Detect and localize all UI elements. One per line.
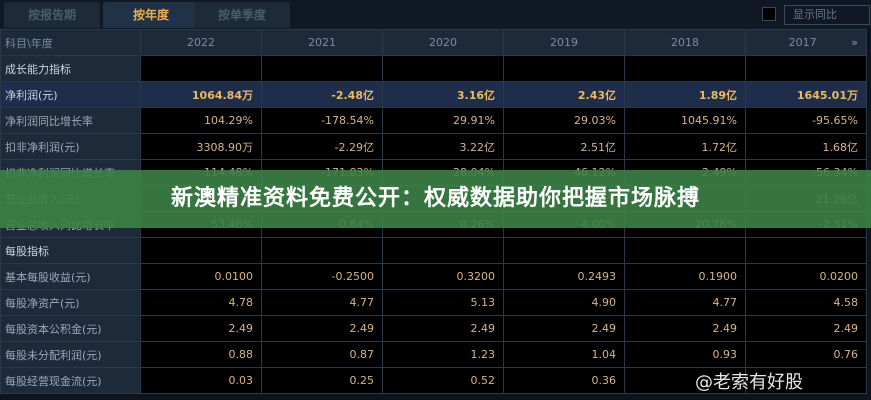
cell-value: 0.0200 <box>745 263 867 290</box>
cell-value: 4.77 <box>624 289 746 316</box>
row-label: 每股未分配利润(元) <box>0 341 141 368</box>
cell-value: 3308.90万 <box>140 133 262 160</box>
cell-value: 2.49 <box>382 315 504 342</box>
cell-value: 2.43亿 <box>503 81 625 108</box>
cell-value: -2.29亿 <box>261 133 383 160</box>
cell-value <box>140 55 262 82</box>
cell-value: 1.23 <box>382 341 504 368</box>
row-label: 净利润(元) <box>0 81 141 108</box>
cell-value: 1645.01万 <box>745 81 867 108</box>
table-row: 基本每股收益(元) 0.0100 -0.2500 0.3200 0.2493 0.1900… <box>0 263 867 290</box>
row-label: 基本每股收益(元) <box>0 263 141 290</box>
cell-value: 29.91% <box>382 107 504 134</box>
weibo-watermark: @老索有好股 <box>695 372 803 393</box>
cell-value: -0.2500 <box>261 263 383 290</box>
show-yoy-button[interactable]: 显示同比 <box>784 5 870 25</box>
tab-by-quarter[interactable]: 按单季度 <box>194 2 290 28</box>
cell-value <box>624 237 746 264</box>
cell-value: 104.29% <box>140 107 262 134</box>
row-label: 每股经营现金流(元) <box>0 367 141 394</box>
next-columns-icon[interactable]: » <box>851 36 858 49</box>
cell-value: -2.48亿 <box>261 81 383 108</box>
cell-value: 5.13 <box>382 289 504 316</box>
year-header[interactable]: 2019 <box>503 29 625 56</box>
cell-value <box>745 367 867 394</box>
cell-value: -178.54% <box>261 107 383 134</box>
cell-value: 2.49 <box>503 315 625 342</box>
year-header[interactable]: 2022 <box>140 29 262 56</box>
cell-value: 0.52 <box>382 367 504 394</box>
cell-value: 0.03 <box>140 367 262 394</box>
table-row: 成长能力指标 <box>0 55 867 82</box>
cell-value: 4.90 <box>503 289 625 316</box>
tab-by-report-period[interactable]: 按报告期 <box>4 2 100 28</box>
cell-value: 0.3200 <box>382 263 504 290</box>
cell-value: 2.49 <box>261 315 383 342</box>
cell-value: 29.03% <box>503 107 625 134</box>
cell-value: 4.58 <box>745 289 867 316</box>
row-label: 每股净资产(元) <box>0 289 141 316</box>
table-row: 扣非净利润(元) 3308.90万 -2.29亿 3.22亿 2.51亿 1.72亿 1.6… <box>0 133 867 160</box>
header-label: 科目\年度 <box>0 29 141 56</box>
cell-value: 0.88 <box>140 341 262 368</box>
yoy-checkbox[interactable] <box>762 7 776 21</box>
table-row: 每股净资产(元) 4.78 4.77 5.13 4.90 4.77 4.58 <box>0 289 867 316</box>
cell-value: 0.25 <box>261 367 383 394</box>
cell-value: 1064.84万 <box>140 81 262 108</box>
table-row: 每股指标 <box>0 237 867 264</box>
year-header[interactable]: 2020 <box>382 29 504 56</box>
year-header[interactable]: 2017» <box>745 29 867 56</box>
cell-value <box>382 237 504 264</box>
table-row: 每股未分配利润(元) 0.88 0.87 1.23 1.04 0.93 0.76 <box>0 341 867 368</box>
cell-value: -95.65% <box>745 107 867 134</box>
cell-value: 3.16亿 <box>382 81 504 108</box>
cell-value: 0.0100 <box>140 263 262 290</box>
year-header[interactable]: 2021 <box>261 29 383 56</box>
row-label: 扣非净利润(元) <box>0 133 141 160</box>
cell-value <box>261 55 383 82</box>
headline-banner: 新澳精准资料免费公开：权威数据助你把握市场脉搏 <box>0 170 871 228</box>
cell-value: 1.72亿 <box>624 133 746 160</box>
cell-value: 1045.91% <box>624 107 746 134</box>
cell-value: 2.51亿 <box>503 133 625 160</box>
row-label: 净利润同比增长率 <box>0 107 141 134</box>
cell-value: 0.1900 <box>624 263 746 290</box>
cell-value: 1.04 <box>503 341 625 368</box>
cell-value: 0.76 <box>745 341 867 368</box>
cell-value <box>140 237 262 264</box>
cell-value: 2.49 <box>745 315 867 342</box>
cell-value <box>503 237 625 264</box>
table-row: 每股资本公积金(元) 2.49 2.49 2.49 2.49 2.49 2.49 <box>0 315 867 342</box>
cell-value: 0.36 <box>503 367 625 394</box>
tab-by-year[interactable]: 按年度 <box>103 2 199 28</box>
cell-value <box>624 367 746 394</box>
cell-value: 2.49 <box>140 315 262 342</box>
table-row: 每股经营现金流(元) 0.03 0.25 0.52 0.36 <box>0 367 867 394</box>
row-label: 每股资本公积金(元) <box>0 315 141 342</box>
cell-value <box>624 55 746 82</box>
cell-value: 1.89亿 <box>624 81 746 108</box>
header-row: 科目\年度 2022 2021 2020 2019 2018 2017» <box>0 29 867 56</box>
row-label: 成长能力指标 <box>0 55 141 82</box>
cell-value: 0.2493 <box>503 263 625 290</box>
table-row: 净利润同比增长率 104.29% -178.54% 29.91% 29.03% 1045.… <box>0 107 867 134</box>
table-row: 净利润(元) 1064.84万 -2.48亿 3.16亿 2.43亿 1.89亿 1645.… <box>0 81 867 108</box>
cell-value <box>503 55 625 82</box>
cell-value: 4.78 <box>140 289 262 316</box>
cell-value: 3.22亿 <box>382 133 504 160</box>
cell-value <box>382 55 504 82</box>
cell-value: 2.49 <box>624 315 746 342</box>
tab-bar: 按报告期 按年度 按单季度 显示同比 <box>0 0 871 29</box>
year-header[interactable]: 2018 <box>624 29 746 56</box>
cell-value: 0.93 <box>624 341 746 368</box>
row-label: 每股指标 <box>0 237 141 264</box>
cell-value <box>261 237 383 264</box>
cell-value: 0.87 <box>261 341 383 368</box>
cell-value: 1.68亿 <box>745 133 867 160</box>
cell-value: 4.77 <box>261 289 383 316</box>
cell-value <box>745 237 867 264</box>
cell-value <box>745 55 867 82</box>
